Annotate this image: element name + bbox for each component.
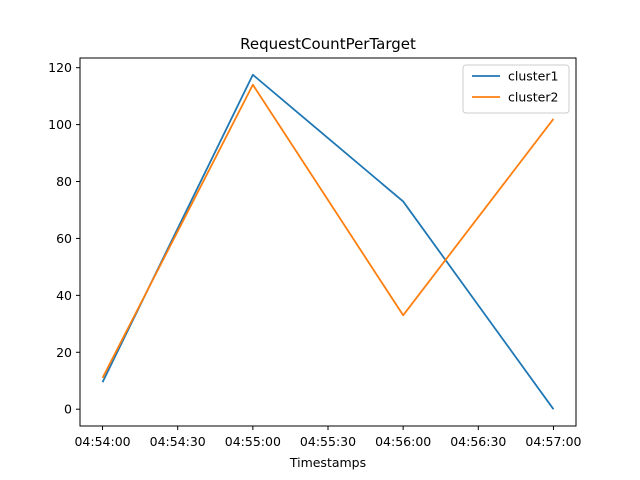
y-tick-label: 40 xyxy=(56,288,72,303)
plot-frame xyxy=(79,57,577,427)
x-tick-label: 04:57:00 xyxy=(525,434,581,449)
y-tick-label: 100 xyxy=(48,117,72,132)
y-tick-label: 60 xyxy=(56,231,72,246)
y-tick-label: 120 xyxy=(48,60,72,75)
x-tick-label: 04:55:30 xyxy=(300,434,356,449)
series-line-cluster1 xyxy=(101,73,555,410)
x-tick-label: 04:54:30 xyxy=(150,434,206,449)
y-tick-label: 80 xyxy=(56,174,72,189)
series-lines xyxy=(101,73,555,410)
legend-label-cluster1: cluster1 xyxy=(508,69,558,84)
legend-label-cluster2: cluster2 xyxy=(508,90,558,105)
x-tick-label: 04:54:00 xyxy=(74,434,130,449)
x-tick-label: 04:56:00 xyxy=(375,434,431,449)
y-axis-ticks: 0 20 40 60 80 100 120 xyxy=(48,60,80,417)
x-axis-label: Timestamps xyxy=(289,455,366,470)
legend-box xyxy=(462,64,570,114)
x-tick-label: 04:56:30 xyxy=(450,434,506,449)
y-tick-label: 0 xyxy=(64,402,72,417)
y-tick-label: 20 xyxy=(56,345,72,360)
series-line-cluster2 xyxy=(101,83,555,379)
legend: cluster1 cluster2 xyxy=(462,64,570,114)
x-tick-label: 04:55:00 xyxy=(225,434,281,449)
x-axis-ticks: 04:54:00 04:54:30 04:55:00 04:55:30 04:56:00… xyxy=(74,426,582,449)
chart-title: RequestCountPerTarget xyxy=(240,35,416,53)
